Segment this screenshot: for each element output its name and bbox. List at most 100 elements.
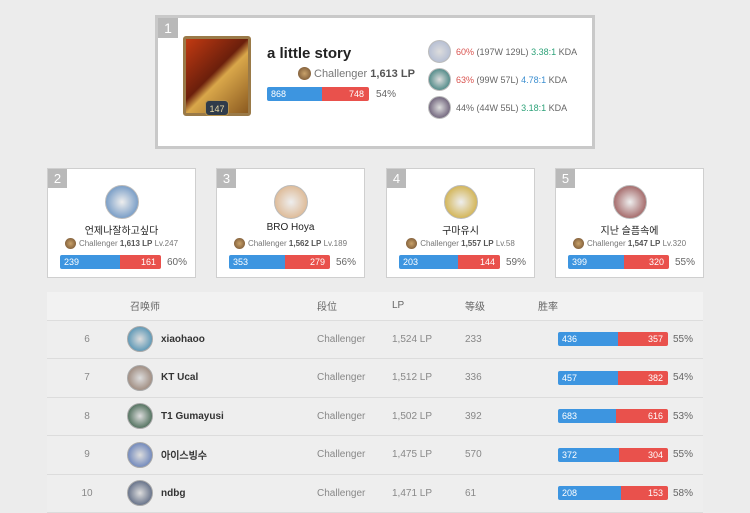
wins: 457 [558,370,618,385]
wins: 399 [568,255,625,269]
summoner-name[interactable]: T1 Gumayusi [161,410,224,422]
winloss-bar: 203 144 [399,255,500,269]
level: 570 [465,435,538,475]
wins: 208 [558,486,622,501]
losses: 616 [615,409,668,424]
profile-icon [444,185,478,219]
winloss-bar: 436 357 [558,332,668,347]
lp: 1,613 LP [119,239,153,248]
rank-badge: 5 [556,169,575,188]
winrate: 60% [167,257,188,268]
profile-icon [274,185,308,219]
level-badge: 147 [205,100,229,116]
summoner-name[interactable]: 지난 슬픔속에 [600,226,659,237]
tier: Challenger [586,239,626,248]
kda-label: KDA [548,74,568,85]
winloss-bar: 372 304 [558,447,668,462]
profile-icon [613,185,647,219]
lp: 1,557 LP [461,239,494,248]
champion-kda: 4.78:1 [521,74,547,85]
champion-winrate: 63% [456,74,475,85]
lp: 1,613 LP [370,68,415,80]
losses: 304 [618,447,668,462]
profile-icon [127,326,153,353]
summoner-name[interactable]: xiaohaoo [161,333,205,345]
summoner-name[interactable]: ndbg [161,487,186,499]
rank: 10 [47,474,127,513]
column-header: 胜率 [538,292,703,321]
losses: 748 [321,87,369,101]
winrate: 58% [673,487,694,499]
table-row[interactable]: 7 KT Ucal Challenger 1,512 LP 336 457 382… [47,358,703,398]
losses: 144 [458,255,500,269]
tier: Challenger [317,320,392,359]
challenger-emblem-icon [233,238,245,249]
summoner-name[interactable]: 언제나잘하고싶다 [84,226,159,237]
tier-info: Challenger 1,547 LP Lv.320 [556,238,703,249]
profile-icon [105,185,139,219]
rank-badge: 1 [158,18,178,38]
column-header [47,292,127,321]
champion-icon[interactable] [428,96,451,119]
challenger-emblem-icon [298,67,311,80]
rank-badge: 2 [48,169,67,188]
winrate: 53% [673,410,694,422]
ranking-table: 召唤师 段位 LP 等级 胜率 6 xiaohaoo Challenger 1,524 … [47,292,703,513]
summoner-name[interactable]: a little story [267,45,352,62]
losses: 161 [120,255,161,269]
winrate: 54% [376,89,397,100]
level: Lv.247 [154,239,179,248]
profile-icon [127,441,153,468]
tier-info: Challenger 1,562 LP Lv.189 [217,238,364,249]
champion-winrate: 60% [456,46,475,57]
lp: 1,524 LP [392,320,465,359]
lp: 1,547 LP [627,239,661,248]
wins: 868 [267,87,322,101]
champion-stat-row: 60% (197W 129L) 3.38:1 KDA [428,40,577,63]
rank: 6 [47,320,127,359]
table-row[interactable]: 9 아이스빙수 Challenger 1,475 LP 570 372 304 55… [47,435,703,475]
wins: 436 [558,332,619,347]
winloss-bar: 683 616 [558,409,668,424]
challenger-emblem-icon [64,238,76,249]
rank: 8 [47,397,127,436]
summoner-name[interactable]: 아이스빙수 [161,451,207,463]
summoner-name[interactable]: 구마유시 [442,226,479,237]
player-card[interactable]: 4 구마유시 Challenger 1,557 LP Lv.58 203 144 … [386,168,535,278]
losses: 320 [624,255,669,269]
summoner-name[interactable]: KT Ucal [161,372,199,384]
table-row[interactable]: 6 xiaohaoo Challenger 1,524 LP 233 436 35… [47,320,703,359]
winloss-bar: 353 279 [229,255,330,269]
wins: 203 [399,255,459,269]
top-player-card[interactable]: 1 147 a little story Challenger 1,613 LP… [155,15,595,149]
table-row[interactable]: 10 ndbg Challenger 1,471 LP 61 208 153 58% [47,474,703,513]
champion-icon[interactable] [428,40,451,63]
tier: Challenger [317,397,392,436]
kda-label: KDA [558,46,578,57]
player-card[interactable]: 5 지난 슬픔속에 Challenger 1,547 LP Lv.320 399… [555,168,704,278]
summoner-name[interactable]: BRO Hoya [266,222,315,233]
table-row[interactable]: 8 T1 Gumayusi Challenger 1,502 LP 392 68… [47,397,703,436]
winrate: 54% [673,372,694,384]
rank: 9 [47,435,127,475]
winloss-bar: 239 161 [60,255,161,269]
lp: 1,471 LP [392,474,465,513]
champion-icon[interactable] [428,68,451,91]
tier-info: Challenger 1,613 LP [298,67,415,80]
winrate: 59% [506,257,527,268]
winrate: 55% [673,333,694,345]
losses: 357 [618,332,668,347]
winloss-bar: 868 748 [267,87,369,101]
player-card[interactable]: 3 BRO Hoya Challenger 1,562 LP Lv.189 35… [216,168,365,278]
player-card[interactable]: 2 언제나잘하고싶다 Challenger 1,613 LP Lv.247 23… [47,168,196,278]
champion-stat-row: 44% (44W 55L) 3.18:1 KDA [428,96,567,119]
tier: Challenger [247,239,287,248]
winloss-bar: 457 382 [558,370,668,385]
lp: 1,512 LP [392,358,465,398]
profile-icon [127,480,153,507]
champion-winrate: 44% [456,102,475,113]
level: Lv.189 [323,239,348,248]
champion-stat-row: 63% (99W 57L) 4.78:1 KDA [428,68,567,91]
champion-record: (44W 55L) [476,102,519,113]
tier: Challenger [420,239,459,248]
